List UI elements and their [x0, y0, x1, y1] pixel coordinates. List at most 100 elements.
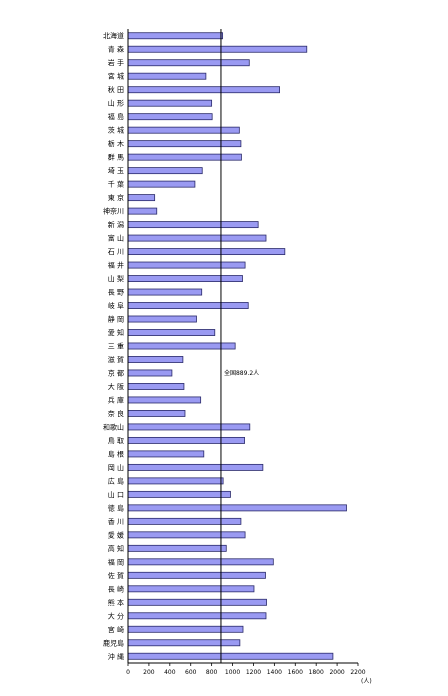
category-label: 徳 島 — [108, 503, 124, 512]
bar — [127, 194, 156, 202]
category-label: 滋 賀 — [108, 355, 124, 364]
category-label: 山 形 — [108, 99, 124, 108]
bar — [127, 59, 250, 67]
bar — [127, 153, 242, 161]
category-label: 石 川 — [108, 248, 124, 256]
category-label: 兵 庫 — [108, 395, 124, 404]
bar — [127, 329, 216, 336]
x-tick-label: 2000 — [329, 669, 344, 676]
bar — [127, 234, 267, 242]
category-label: 山 口 — [108, 490, 124, 499]
category-label: 群 馬 — [108, 153, 124, 162]
category-label: 青 森 — [108, 45, 124, 54]
category-label: 佐 賀 — [108, 571, 124, 580]
category-label: 岡 山 — [108, 463, 124, 472]
bar — [127, 544, 227, 552]
bar — [127, 275, 243, 282]
category-label: 東 京 — [108, 193, 124, 202]
category-label: 岐 阜 — [108, 301, 124, 310]
category-label: 岩 手 — [108, 58, 124, 67]
bar — [127, 167, 203, 175]
bar — [127, 86, 280, 94]
category-label: 山 梨 — [108, 274, 124, 283]
bar — [127, 463, 264, 471]
x-tick-label: 800 — [206, 669, 218, 676]
category-label: 長 野 — [108, 289, 124, 297]
bar — [127, 423, 251, 431]
bar — [127, 288, 203, 296]
bar — [127, 612, 267, 620]
x-tick-label: 1000 — [225, 669, 240, 676]
bar — [127, 302, 249, 309]
category-label: 大 阪 — [108, 382, 124, 391]
category-label: 島 根 — [108, 449, 124, 458]
x-tick-label: 1400 — [267, 669, 282, 676]
x-tick-label: 1600 — [288, 669, 303, 676]
x-axis-unit: (人) — [361, 678, 372, 685]
category-label: 富 山 — [108, 234, 124, 243]
bar — [127, 261, 246, 269]
x-tick-label: 600 — [185, 669, 197, 676]
category-label: 宮 城 — [108, 72, 124, 81]
bar — [127, 221, 259, 229]
bar — [127, 383, 185, 390]
bar — [127, 490, 231, 498]
category-label: 奈 良 — [108, 409, 124, 418]
category-label: 高 知 — [108, 544, 124, 553]
x-tick-label: 1200 — [246, 669, 261, 676]
bar — [127, 517, 242, 525]
category-label: 沖 縄 — [108, 652, 124, 661]
category-label: 愛 知 — [108, 328, 124, 337]
category-label: 三 重 — [108, 343, 124, 351]
bar — [127, 369, 173, 377]
category-label: 愛 媛 — [108, 530, 124, 539]
bar — [127, 410, 186, 417]
category-label: 長 崎 — [108, 584, 124, 593]
category-label: 大 分 — [108, 611, 124, 620]
bar — [127, 639, 241, 647]
x-tick-label: 2200 — [350, 669, 365, 676]
category-label: 広 島 — [108, 476, 124, 485]
category-label: 秋 田 — [108, 85, 124, 94]
category-label: 福 岡 — [108, 557, 124, 566]
category-label: 鹿児島 — [103, 638, 124, 647]
bar — [127, 248, 286, 256]
bar — [127, 558, 274, 566]
bars — [127, 32, 347, 660]
bar — [127, 180, 196, 188]
bar — [127, 113, 213, 121]
bar — [127, 356, 184, 363]
bar — [127, 531, 246, 539]
bar — [127, 315, 197, 323]
bar — [127, 126, 240, 134]
category-label: 静 岡 — [108, 315, 124, 324]
category-label: 和歌山 — [103, 422, 124, 431]
category-label: 香 川 — [108, 517, 124, 526]
category-label: 鳥 取 — [108, 436, 124, 445]
bar — [127, 652, 334, 660]
bar — [127, 585, 255, 593]
category-label: 宮 崎 — [108, 625, 124, 634]
x-tick-label: 0 — [126, 669, 130, 676]
bar — [127, 140, 242, 148]
category-label: 熊 本 — [108, 598, 124, 607]
x-tick-label: 200 — [143, 669, 155, 676]
x-tick-label: 400 — [164, 669, 176, 676]
x-tick-label: 1800 — [309, 669, 324, 676]
bar — [127, 436, 245, 444]
category-label: 栃 木 — [108, 139, 124, 148]
category-label: 福 島 — [108, 112, 124, 121]
category-label: 福 井 — [108, 261, 124, 270]
bar — [127, 32, 224, 40]
national-average-label: 全国889.2人 — [224, 369, 259, 377]
bar — [127, 72, 207, 80]
bar — [127, 598, 267, 606]
bar — [127, 504, 347, 512]
category-label: 埼 玉 — [108, 166, 124, 175]
bar — [127, 477, 224, 485]
bar — [127, 207, 158, 215]
bar — [127, 625, 244, 633]
category-label: 茨 城 — [108, 126, 124, 135]
